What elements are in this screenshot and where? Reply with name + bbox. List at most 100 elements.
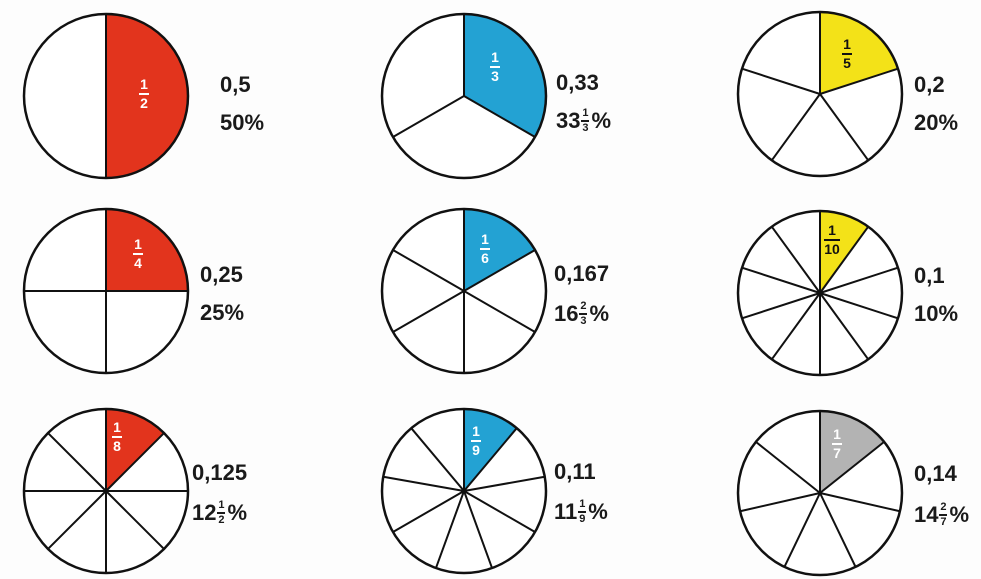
percent-text: 50% bbox=[220, 110, 265, 135]
sector-divider bbox=[463, 95, 536, 138]
fraction-bar bbox=[824, 239, 840, 241]
highlighted-sector bbox=[106, 14, 188, 178]
sector-divider bbox=[463, 290, 536, 333]
sector-divider bbox=[392, 290, 465, 333]
highlighted-sector bbox=[820, 211, 869, 293]
decimal-label: 0,33 bbox=[556, 70, 599, 95]
sector-divider bbox=[105, 490, 165, 550]
decimal-label: 0,14 bbox=[914, 461, 957, 486]
percent-text: 20% bbox=[914, 110, 959, 135]
sector-divider bbox=[819, 266, 899, 294]
sector-divider bbox=[435, 490, 465, 569]
sector-divider bbox=[410, 427, 465, 492]
percent-whole: 14 bbox=[914, 501, 939, 527]
pie-fraction-label: 1 8 bbox=[112, 420, 122, 454]
fraction-numerator: 1 bbox=[113, 419, 121, 435]
percent-label: 10% bbox=[914, 303, 958, 325]
percent-fraction-numerator: 2 bbox=[940, 501, 947, 513]
pie-tenth bbox=[736, 209, 904, 377]
pie-fraction-label: 1 6 bbox=[480, 232, 490, 266]
percent-label: 11 1 9% bbox=[554, 499, 608, 525]
sector-divider bbox=[755, 441, 821, 494]
sector-divider bbox=[819, 492, 901, 513]
sector-divider bbox=[463, 249, 536, 292]
percent-fraction-bar bbox=[579, 313, 588, 315]
percent-fraction-denominator: 3 bbox=[580, 314, 587, 327]
fraction-denominator: 4 bbox=[134, 255, 142, 271]
pie-outline bbox=[22, 207, 190, 375]
fraction-numerator: 1 bbox=[134, 236, 142, 252]
pie-sixth bbox=[380, 207, 548, 375]
percent-fraction-numerator: 1 bbox=[582, 107, 589, 119]
highlighted-sector bbox=[106, 409, 164, 491]
fraction-denominator: 3 bbox=[491, 68, 499, 84]
pie-outline bbox=[380, 12, 548, 180]
percent-sign: % bbox=[227, 499, 248, 525]
percent-text: 25% bbox=[200, 300, 245, 325]
fraction-denominator: 6 bbox=[481, 250, 489, 266]
pie-ninth bbox=[380, 407, 548, 575]
decimal-label: 0,5 bbox=[220, 72, 251, 97]
pie-outline bbox=[380, 407, 548, 575]
fraction-bar bbox=[112, 436, 122, 438]
pie-outline bbox=[22, 12, 190, 180]
percent-label: 20% bbox=[914, 112, 958, 134]
sector-divider bbox=[819, 292, 870, 360]
sector-divider bbox=[819, 292, 899, 320]
percent-fraction-denominator: 2 bbox=[218, 513, 225, 526]
decimal-label: 0,125 bbox=[192, 460, 248, 485]
percent-fraction-bar bbox=[939, 514, 948, 516]
fraction-bar bbox=[490, 66, 500, 68]
sector-divider bbox=[770, 93, 821, 161]
decimal-label: 0,11 bbox=[554, 459, 596, 484]
decimal-label: 0,1 bbox=[914, 263, 945, 288]
highlighted-sector bbox=[106, 209, 188, 291]
percent-fraction-numerator: 1 bbox=[579, 498, 586, 510]
sector-divider bbox=[47, 432, 107, 492]
pie-outline bbox=[22, 407, 190, 575]
sector-divider bbox=[819, 441, 885, 494]
sector-divider bbox=[392, 490, 465, 533]
highlighted-sector bbox=[464, 14, 546, 137]
pie-outline bbox=[736, 409, 904, 577]
pie-fraction-label: 1 3 bbox=[490, 50, 500, 84]
pie-fraction-label: 1 9 bbox=[471, 424, 481, 458]
sector-divider bbox=[392, 95, 465, 138]
fraction-denominator: 2 bbox=[140, 95, 148, 111]
sector-divider bbox=[819, 226, 870, 294]
pie-seventh bbox=[736, 409, 904, 577]
sector-divider bbox=[741, 292, 821, 320]
pie-eighth bbox=[22, 407, 190, 575]
percent-text: 10% bbox=[914, 301, 959, 326]
fraction-numerator: 1 bbox=[833, 426, 841, 442]
percent-whole: 16 bbox=[554, 300, 579, 326]
highlighted-sector bbox=[820, 411, 885, 493]
pie-outline bbox=[736, 209, 904, 377]
pie-outline bbox=[380, 207, 548, 375]
fraction-denominator: 10 bbox=[824, 241, 840, 257]
pie-half bbox=[22, 12, 190, 180]
fraction-numerator: 1 bbox=[140, 76, 148, 92]
decimal-label: 0,25 bbox=[200, 262, 243, 287]
fraction-numerator: 1 bbox=[481, 231, 489, 247]
sector-divider bbox=[819, 492, 857, 568]
sector-divider bbox=[463, 490, 536, 533]
fraction-bar bbox=[480, 248, 490, 250]
percent-fraction-numerator: 1 bbox=[218, 499, 225, 511]
fraction-numerator: 1 bbox=[843, 36, 851, 52]
sector-divider bbox=[770, 292, 821, 360]
percent-fraction-denominator: 9 bbox=[579, 512, 586, 525]
percent-fraction-bar bbox=[578, 511, 587, 513]
sector-divider bbox=[463, 490, 493, 569]
percent-fraction-bar bbox=[217, 512, 226, 514]
highlighted-sector bbox=[464, 409, 517, 491]
decimal-label: 0,167 bbox=[554, 261, 610, 286]
fraction-denominator: 5 bbox=[843, 55, 851, 71]
sector-divider bbox=[463, 475, 545, 492]
highlighted-sector bbox=[820, 12, 898, 94]
sector-divider bbox=[770, 226, 821, 294]
